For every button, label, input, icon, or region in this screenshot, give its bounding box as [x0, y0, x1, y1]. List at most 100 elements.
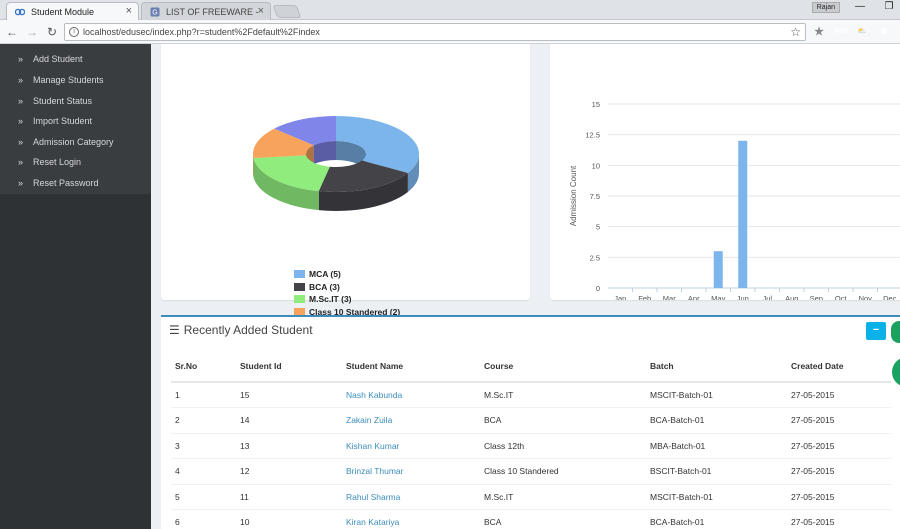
tab-freeware[interactable]: G LIST OF FREEWARE - Gib ×	[141, 2, 271, 20]
cloud-icon[interactable]: ⛅	[855, 25, 869, 39]
table-cell: 27-05-2015	[787, 433, 891, 459]
sidebar-item-add-student[interactable]: » Add Student	[0, 49, 151, 69]
student-name-link[interactable]: Kishan Kumar	[342, 433, 480, 459]
student-name-link[interactable]: Nash Kabunda	[342, 382, 480, 408]
back-icon[interactable]: ←	[6, 25, 18, 39]
table-cell: BSCIT-Batch-01	[646, 458, 787, 485]
legend-item[interactable]: Class 10 Standered (2)	[294, 306, 400, 318]
table-cell: 15	[236, 382, 342, 408]
table-header-row: Sr.No Student Id Student Name Course Batch Cr…	[171, 351, 891, 383]
page-info-icon[interactable]: i	[69, 27, 79, 37]
table-cell: BCA-Batch-01	[646, 509, 787, 529]
floating-action-button[interactable]	[892, 357, 900, 387]
table-cell: 4	[171, 458, 236, 485]
x-tick-label: Jan	[614, 294, 626, 300]
collapse-button[interactable]: −	[866, 322, 886, 340]
adblock-icon[interactable]: ABP	[834, 25, 849, 39]
bar-Jun[interactable]	[738, 140, 748, 288]
new-tab-button[interactable]	[272, 5, 302, 18]
student-name-link[interactable]: Rahul Sharma	[342, 484, 480, 510]
table-row: 3 13 Kishan Kumar Class 12th MBA-Batch-01 27-…	[171, 433, 891, 459]
pie-slice-Class 12th[interactable]	[274, 116, 336, 146]
legend-item[interactable]: MCA (5)	[294, 268, 341, 280]
y-tick-label: 2.5	[590, 253, 600, 262]
sidebar-item-label: Admission Category	[33, 137, 114, 147]
x-tick-label: Jun	[737, 294, 749, 300]
forward-icon[interactable]: →	[26, 25, 38, 39]
legend-item[interactable]: BCA (3)	[294, 281, 340, 293]
sidebar-item-reset-login[interactable]: » Reset Login	[0, 152, 151, 172]
adblock-label: ABP	[834, 28, 849, 35]
sidebar-item-manage-students[interactable]: » Manage Students	[0, 70, 151, 90]
sidebar-item-import-student[interactable]: » Import Student	[0, 111, 151, 131]
edusec-favicon-icon	[15, 8, 25, 16]
table-cell: MSCIT-Batch-01	[646, 484, 787, 510]
sidebar-item-admission-category[interactable]: » Admission Category	[0, 132, 151, 152]
restore-icon[interactable]: ❐	[884, 1, 894, 12]
course-pie-chart-box: MCA (5) BCA (3) M.Sc.IT (3) Class 10 Stande…	[161, 44, 530, 329]
table-cell: MSCIT-Batch-01	[646, 382, 787, 408]
reload-icon[interactable]: ↻	[46, 25, 58, 39]
table-cell: M.Sc.IT	[480, 382, 646, 408]
sidebar-item-reset-password[interactable]: » Reset Password	[0, 173, 151, 193]
tab-label: LIST OF FREEWARE - Gib	[166, 6, 258, 17]
ext-blue-icon[interactable]: ▣	[877, 25, 891, 39]
column-header[interactable]: Student Id	[236, 351, 342, 383]
y-tick-label: 15	[592, 100, 600, 109]
table-row: 6 10 Kiran Katariya BCA BCA-Batch-01 27-05-20…	[171, 509, 891, 529]
table-cell: 13	[236, 433, 342, 459]
sidebar-item-student-status[interactable]: » Student Status	[0, 91, 151, 111]
legend-swatch	[294, 307, 305, 316]
legend-swatch	[294, 270, 305, 278]
profile-user-chip[interactable]: Rajan	[811, 2, 840, 13]
legend-swatch	[294, 282, 305, 291]
bar-May[interactable]	[713, 251, 723, 288]
student-name-link[interactable]: Brinzal Thumar	[342, 458, 480, 485]
pie-slice-BCA[interactable]	[318, 160, 408, 192]
pie-inner-wall	[336, 141, 366, 173]
tab-close-icon[interactable]: ×	[125, 5, 132, 17]
table-cell: Class 10 Standered	[480, 458, 646, 485]
column-header[interactable]: Student Name	[342, 351, 480, 383]
chevron-right-icon: »	[18, 157, 24, 167]
sidebar-item-label: Manage Students	[33, 75, 104, 85]
recent-title-text: Recently Added Student	[183, 323, 313, 337]
x-tick-label: Aug	[785, 294, 798, 300]
tab-close-icon[interactable]: ×	[257, 5, 264, 17]
pie-slice-M.Sc.IT[interactable]	[253, 155, 330, 192]
recent-students-panel: ☰ Recently Added Student − Sr.No Student I…	[161, 315, 900, 529]
pie-slice-Class 10 Standered[interactable]	[253, 128, 314, 158]
table-cell: 10	[236, 509, 342, 529]
chevron-right-icon: »	[18, 96, 24, 106]
chevron-right-icon: »	[18, 178, 24, 188]
column-header[interactable]: Created Date	[787, 351, 891, 383]
column-header[interactable]: Sr.No	[171, 351, 236, 383]
table-cell: 1	[171, 382, 236, 408]
table-cell: BCA	[480, 407, 646, 434]
table-row: 1 15 Nash Kabunda M.Sc.IT MSCIT-Batch-01 27-0…	[171, 382, 891, 408]
address-bar[interactable]: i localhost/edusec/index.php?r=student%2…	[64, 23, 806, 41]
tab-label: Student Module	[31, 6, 95, 17]
y-tick-label: 12.5	[585, 131, 600, 140]
pie-wall-BCA	[318, 173, 408, 211]
minimize-icon[interactable]: —	[855, 1, 865, 12]
table-cell: BCA	[480, 509, 646, 529]
column-header[interactable]: Batch	[646, 351, 787, 383]
legend-label: BCA (3)	[309, 281, 340, 292]
legend-item[interactable]: M.Sc.IT (3)	[294, 293, 352, 305]
legend-swatch	[294, 295, 305, 303]
sidebar: » Add Student » Manage Students » Student S…	[0, 44, 151, 529]
bookmark-star-icon[interactable]: ☆	[790, 25, 801, 39]
x-tick-label: Oct	[835, 294, 848, 300]
student-name-link[interactable]: Kiran Katariya	[342, 509, 480, 529]
student-name-link[interactable]: Zakain Zuila	[342, 407, 480, 434]
tab-student-module[interactable]: Student Module ×	[6, 2, 139, 20]
x-tick-label: Feb	[638, 294, 651, 300]
x-tick-label: May	[711, 294, 725, 300]
column-header[interactable]: Course	[480, 351, 646, 383]
pie-slice-MCA[interactable]	[336, 116, 419, 173]
extension-puzzle-icon[interactable]: ★	[814, 26, 824, 38]
settings-tab-icon[interactable]	[891, 321, 900, 343]
x-tick-label: Nov	[859, 294, 873, 300]
y-tick-label: 10	[592, 161, 600, 170]
